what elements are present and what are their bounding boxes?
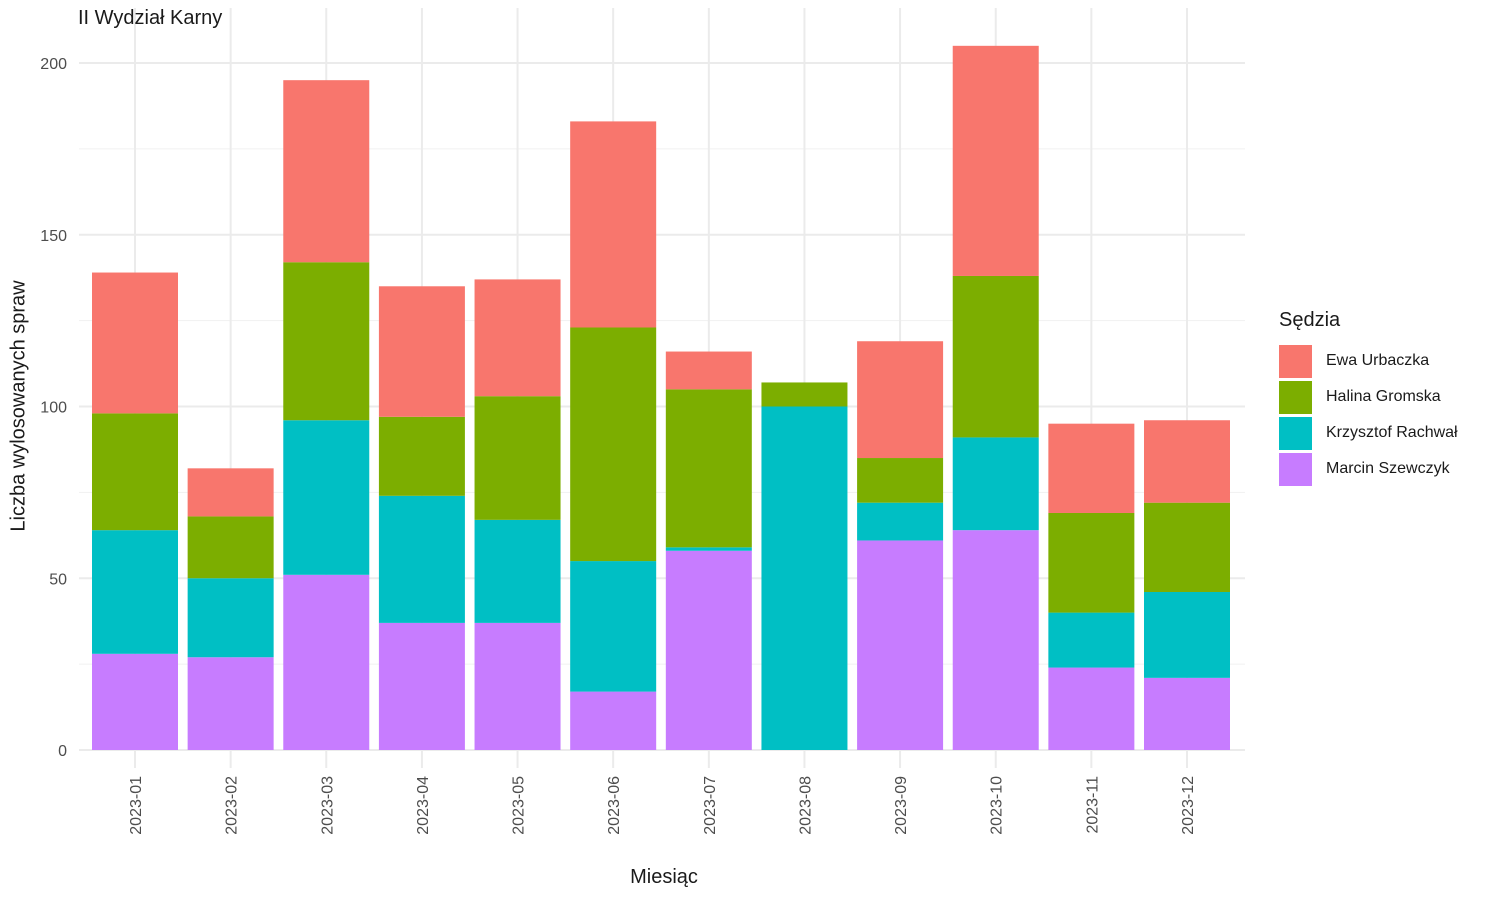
bar-segment — [570, 327, 657, 562]
bar-segment — [187, 516, 274, 579]
y-tick-label: 0 — [58, 743, 67, 760]
bar-segment — [665, 389, 752, 548]
bar-segment — [1048, 612, 1135, 668]
x-tick-labels: 2023-01 2023-02 2023-03 2023-04 2023-05 2023-… — [128, 776, 1197, 835]
x-tick-label: 2023-11 — [1084, 776, 1101, 834]
x-tick-label: 2023-02 — [224, 776, 241, 835]
bar-segment — [857, 341, 944, 459]
x-tick-label: 2023-07 — [702, 776, 719, 835]
bar-segment — [187, 468, 274, 517]
bar-segment — [474, 519, 561, 623]
x-tick-label: 2023-03 — [319, 776, 336, 835]
bar-segment — [187, 578, 274, 658]
bar-segment — [1144, 420, 1230, 503]
x-tick-label: 2023-05 — [511, 776, 528, 835]
bar-segment — [187, 657, 274, 750]
legend-key — [1279, 452, 1312, 486]
bar-segment — [952, 530, 1039, 750]
legend-item: Krzysztof Rachwał — [1279, 415, 1458, 451]
bar-segment — [952, 275, 1039, 438]
bar-segment — [378, 416, 465, 496]
bar-segment — [1144, 502, 1230, 592]
legend-item: Halina Gromska — [1279, 379, 1458, 415]
bar-segment — [665, 351, 752, 390]
bar-segment — [665, 547, 752, 551]
bar-segment — [378, 622, 465, 750]
x-tick-label: 2023-01 — [128, 776, 145, 835]
bar-segment — [283, 420, 370, 575]
y-tick-labels: 0 50 100 150 200 — [40, 56, 67, 760]
bar-segment — [92, 530, 178, 654]
bar-segment — [92, 653, 178, 750]
bars — [92, 45, 1230, 750]
y-tick-label: 150 — [40, 228, 67, 245]
bar-segment — [1048, 423, 1135, 513]
legend: Sędzia Ewa Urbaczka Halina Gromska Krzyszt… — [1279, 309, 1458, 487]
bar-segment — [857, 540, 944, 750]
legend-label: Ewa Urbaczka — [1326, 352, 1430, 369]
y-tick-label: 50 — [49, 571, 67, 588]
legend-title: Sędzia — [1279, 309, 1341, 331]
legend-label: Marcin Szewczyk — [1326, 460, 1450, 477]
bar-segment — [474, 622, 561, 750]
x-tick-label: 2023-04 — [415, 776, 432, 835]
bar-segment — [92, 272, 178, 414]
bar-segment — [570, 691, 657, 750]
bar-segment — [857, 502, 944, 541]
bar-segment — [92, 413, 178, 531]
x-tick-label: 2023-12 — [1180, 776, 1197, 835]
y-tick-label: 100 — [40, 400, 67, 417]
x-tick-label: 2023-10 — [989, 776, 1006, 835]
bar-segment — [378, 495, 465, 623]
bar-segment — [378, 286, 465, 417]
bar-segment — [570, 561, 657, 692]
x-tick-label: 2023-09 — [893, 776, 910, 835]
legend-item: Ewa Urbaczka — [1279, 343, 1458, 379]
bar-segment — [761, 406, 848, 750]
bar-segment — [952, 437, 1039, 531]
legend-key — [1279, 344, 1312, 378]
bar-segment — [761, 382, 848, 407]
bar-segment — [570, 121, 657, 328]
bar-segment — [857, 458, 944, 503]
y-tick-label: 200 — [40, 56, 67, 73]
bar-segment — [1048, 667, 1135, 750]
bar-segment — [474, 396, 561, 520]
y-axis-title: Liczba wylosowanych spraw — [7, 280, 30, 532]
bar-segment — [1048, 512, 1135, 613]
legend-key — [1279, 416, 1312, 450]
bar-segment — [283, 574, 370, 750]
legend-label: Halina Gromska — [1326, 388, 1441, 405]
bar-segment — [474, 279, 561, 397]
bar-segment — [665, 550, 752, 750]
legend-item: Marcin Szewczyk — [1279, 451, 1458, 487]
bar-segment — [1144, 591, 1230, 678]
bar-segment — [952, 45, 1039, 276]
bar-segment — [283, 262, 370, 421]
bar-segment — [283, 80, 370, 263]
x-axis-title: Miesiąc — [630, 866, 698, 888]
x-tick-label: 2023-08 — [797, 776, 814, 835]
x-tick-label: 2023-06 — [606, 776, 623, 835]
legend-items: Ewa Urbaczka Halina Gromska Krzysztof Rach… — [1279, 343, 1458, 487]
legend-key — [1279, 380, 1312, 414]
bar-segment — [1144, 677, 1230, 750]
legend-label: Krzysztof Rachwał — [1326, 424, 1458, 441]
chart-title: II Wydział Karny — [78, 7, 223, 29]
